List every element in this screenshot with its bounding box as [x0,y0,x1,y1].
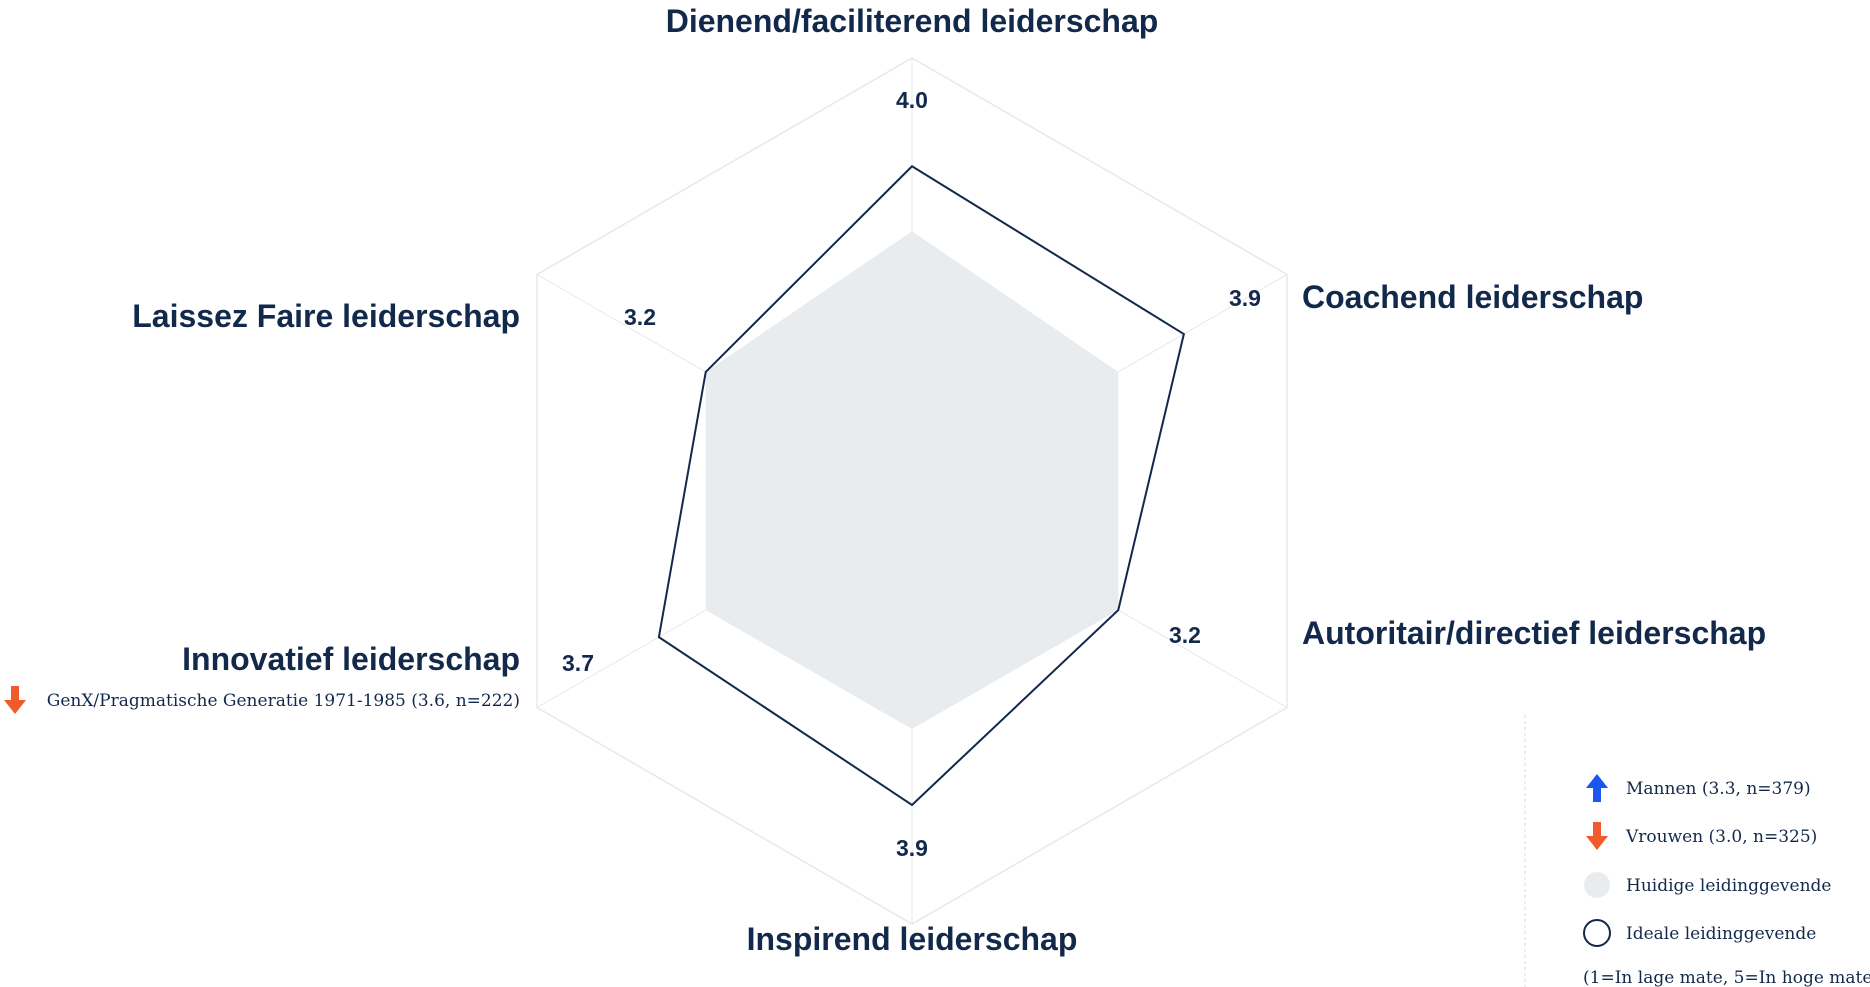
annotations: GenX/Pragmatische Generatie 1971-1985 (3… [4,686,520,714]
value-label-3: 3.9 [896,835,928,861]
series-ideale-outline [657,164,1186,807]
value-label-1: 3.9 [1229,285,1261,311]
value-label-0: 4.0 [896,87,928,113]
legend-item-ideale: Ideale leidinggevende [1583,919,1816,947]
scale-note: (1=In lage mate, 5=In hoge mate) [1583,968,1870,987]
axis-label-2: Autoritair/directief leiderschap [1302,615,1766,651]
legend-label-huidige: Huidige leidinggevende [1626,876,1831,896]
legend-item-huidige: Huidige leidinggevende [1584,872,1831,898]
value-label-4: 3.7 [562,650,594,676]
filled-circle-icon [1584,872,1610,898]
annotation-0: GenX/Pragmatische Generatie 1971-1985 (3… [4,686,520,714]
series-huidige-area [705,231,1119,730]
legend-item-mannen: Mannen (3.3, n=379) [1586,774,1811,802]
legend-label-ideale: Ideale leidinggevende [1626,924,1816,944]
outline-circle-icon [1583,919,1611,947]
axis-label-3: Inspirend leiderschap [747,921,1078,957]
legend-label-vrouwen: Vrouwen (3.0, n=325) [1625,827,1817,847]
legend: Mannen (3.3, n=379) Vrouwen (3.0, n=325)… [1524,715,1870,987]
axis-label-4: Innovatief leiderschap [182,641,520,677]
axis-label-1: Coachend leiderschap [1302,279,1643,315]
axis-label-5: Laissez Faire leiderschap [132,298,520,334]
arrow-down-icon [4,686,26,714]
legend-label-mannen: Mannen (3.3, n=379) [1626,779,1811,799]
axis-label-0: Dienend/faciliterend leiderschap [666,3,1159,39]
legend-item-vrouwen: Vrouwen (3.0, n=325) [1586,822,1817,850]
annotation-text: GenX/Pragmatische Generatie 1971-1985 (3… [47,691,520,711]
arrow-down-icon [1586,822,1608,850]
series-layer [657,164,1186,807]
value-label-5: 3.2 [624,304,656,330]
axis-labels: Dienend/faciliterend leiderschap Coachend… [132,3,1766,957]
value-label-2: 3.2 [1169,622,1201,648]
arrow-up-icon [1586,774,1608,802]
value-labels: 4.0 3.9 3.2 3.9 3.7 3.2 [562,87,1261,861]
